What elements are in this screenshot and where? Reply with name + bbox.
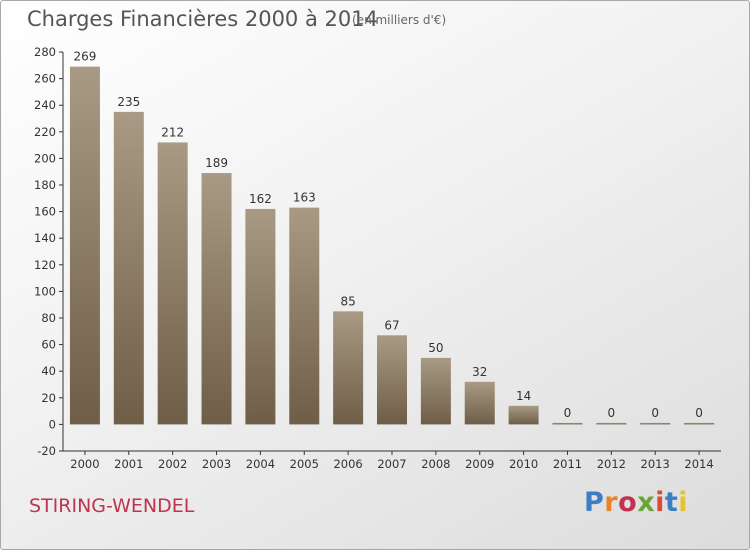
data-label-2012: 0 (608, 406, 616, 420)
x-tick-label: 2005 (290, 457, 319, 471)
chart-unit-label: (en milliers d'€) (352, 13, 447, 27)
brand-letter: i (655, 487, 665, 518)
x-tick-label: 2002 (158, 457, 187, 471)
y-tick-label: 160 (34, 205, 56, 219)
y-tick-label: 60 (41, 338, 56, 352)
data-label-2010: 14 (516, 389, 531, 403)
data-label-2004: 162 (249, 192, 272, 206)
y-tick-label: 80 (41, 311, 56, 325)
bar-2006 (333, 311, 364, 425)
bar-2012 (596, 422, 627, 425)
bar-2014 (684, 422, 715, 425)
y-tick-label: -20 (37, 444, 56, 458)
y-tick-label: 280 (34, 45, 56, 59)
data-label-2006: 85 (340, 294, 355, 308)
bar-2000 (69, 66, 100, 425)
proxiti-logo[interactable]: Proxiti (584, 487, 688, 518)
brand-letter: x (637, 487, 656, 518)
bar-2007 (377, 335, 407, 425)
y-tick-label: 120 (34, 258, 56, 272)
axes: -200204060801001201401601802002202402602… (34, 45, 721, 471)
data-label-2013: 0 (651, 406, 659, 420)
y-tick-label: 220 (34, 125, 56, 139)
x-tick-label: 2003 (202, 457, 231, 471)
data-label-2005: 163 (293, 191, 316, 205)
y-tick-label: 0 (49, 417, 56, 431)
bar-2003 (201, 173, 232, 425)
x-tick-label: 2004 (246, 457, 275, 471)
y-tick-label: 200 (34, 151, 56, 165)
bar-2001 (113, 111, 144, 425)
bar-2011 (552, 422, 583, 425)
brand-letter: r (604, 487, 619, 518)
city-name: STIRING-WENDEL (29, 495, 195, 517)
data-label-2008: 50 (428, 341, 443, 355)
data-labels: 269 235 212 189 162 163 85 67 50 32 14 0 0 0 0 (73, 50, 702, 420)
y-tick-label: 140 (34, 231, 56, 245)
data-label-2011: 0 (564, 406, 572, 420)
bar-2005 (289, 207, 320, 425)
data-label-2003: 189 (205, 156, 228, 170)
brand-letter: t (664, 487, 679, 518)
brand-letter: i (678, 487, 689, 518)
y-tick-label: 40 (41, 364, 56, 378)
data-label-2009: 32 (472, 365, 487, 379)
y-tick-label: 20 (41, 391, 56, 405)
x-tick-label: 2014 (684, 457, 713, 471)
y-tick-label: 260 (34, 72, 56, 86)
x-tick-label: 2008 (421, 457, 450, 471)
bar-2008 (420, 357, 451, 425)
x-tick-label: 2011 (553, 457, 582, 471)
data-label-2002: 212 (161, 125, 184, 139)
brand-letter: P (584, 487, 605, 518)
x-tick-label: 2007 (377, 457, 406, 471)
x-tick-label: 2001 (114, 457, 143, 471)
bar-2009 (464, 381, 495, 425)
x-tick-label: 2013 (641, 457, 670, 471)
data-label-2001: 235 (117, 95, 140, 109)
y-tick-label: 240 (34, 98, 56, 112)
y-tick-label: 180 (34, 178, 56, 192)
chart-title: Charges Financières 2000 à 2014 (27, 7, 378, 31)
x-tick-label: 2009 (465, 457, 494, 471)
bars (69, 66, 715, 425)
bar-2002 (157, 142, 188, 425)
x-tick-label: 2012 (597, 457, 626, 471)
data-label-2007: 67 (384, 318, 399, 332)
x-tick-label: 2010 (509, 457, 538, 471)
data-label-2000: 269 (73, 50, 96, 64)
brand-letter: o (618, 487, 638, 518)
bar-2010 (508, 405, 539, 425)
x-tick-label: 2006 (333, 457, 362, 471)
data-label-2014: 0 (695, 406, 703, 420)
y-tick-label: 100 (34, 284, 56, 298)
bar-2013 (640, 422, 671, 425)
bar-2004 (245, 208, 276, 425)
x-tick-label: 2000 (70, 457, 99, 471)
